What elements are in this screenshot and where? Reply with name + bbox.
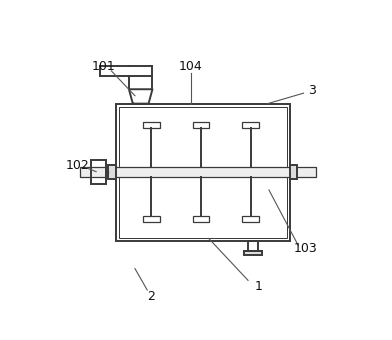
Text: 3: 3 bbox=[308, 84, 316, 97]
Bar bbox=[119, 107, 287, 238]
Bar bbox=[80, 167, 316, 177]
Text: 102: 102 bbox=[65, 159, 89, 172]
Bar bbox=[143, 216, 160, 222]
Bar bbox=[116, 104, 290, 241]
Bar bbox=[192, 216, 209, 222]
Bar bbox=[192, 122, 209, 128]
Bar bbox=[242, 122, 259, 128]
Bar bbox=[290, 165, 297, 179]
Text: 1: 1 bbox=[254, 280, 262, 293]
Text: 103: 103 bbox=[294, 242, 318, 255]
Bar bbox=[91, 160, 106, 184]
Text: 101: 101 bbox=[92, 61, 116, 73]
Bar bbox=[242, 216, 259, 222]
Text: 2: 2 bbox=[147, 290, 155, 303]
Bar bbox=[143, 122, 160, 128]
Bar bbox=[244, 251, 262, 255]
Text: 104: 104 bbox=[179, 61, 203, 73]
Bar bbox=[109, 165, 116, 179]
